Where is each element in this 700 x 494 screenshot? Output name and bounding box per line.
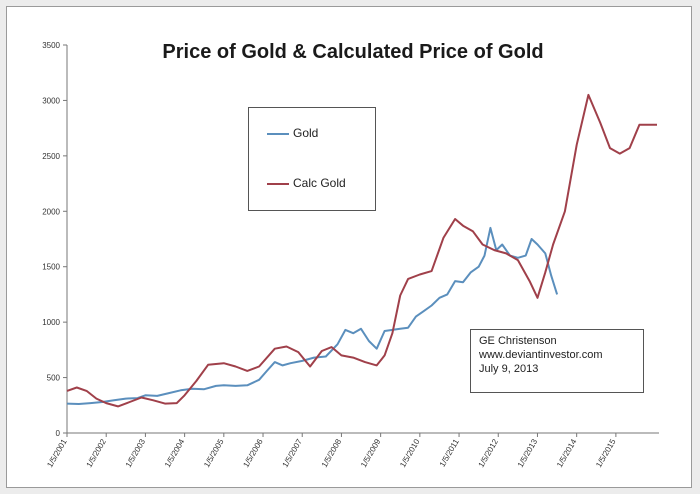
x-tick-label: 1/5/2004 xyxy=(163,437,187,469)
x-tick-label: 1/5/2005 xyxy=(202,437,226,469)
series-line-gold xyxy=(66,226,559,405)
annotation-date: July 9, 2013 xyxy=(479,363,539,375)
annotation-website: www.deviantinvestor.com xyxy=(479,349,603,361)
chart-title: Price of Gold & Calculated Price of Gold xyxy=(162,41,544,63)
x-tick-label: 1/5/2009 xyxy=(359,437,383,469)
legend-item-gold: Gold xyxy=(267,126,318,140)
legend-label-calc-gold: Calc Gold xyxy=(293,176,346,190)
legend-item-calc-gold: Calc Gold xyxy=(267,176,346,190)
chart-plot: 0 500 1000 1500 2000 2500 3000 3500 1/5/2001 1/5… xyxy=(42,41,659,469)
series-line-calc-gold xyxy=(66,93,657,408)
x-tick-label: 1/5/2008 xyxy=(320,437,344,469)
x-tick-label: 1/5/2014 xyxy=(555,437,579,469)
legend-label-gold: Gold xyxy=(293,126,319,140)
x-tick-label: 1/5/2002 xyxy=(85,437,109,469)
x-tick-label: 1/5/2010 xyxy=(398,437,422,469)
annotation-author: GE Christenson xyxy=(479,335,557,347)
y-tick-label: 2000 xyxy=(42,207,60,216)
x-tick-label: 1/5/2003 xyxy=(124,437,148,469)
y-tick-label: 0 xyxy=(56,429,61,438)
y-tick-label: 2500 xyxy=(42,152,60,161)
chart-frame: 0 500 1000 1500 2000 2500 3000 3500 1/5/2001 1/5… xyxy=(6,6,692,488)
y-tick-label: 1000 xyxy=(42,318,60,327)
y-tick-label: 3500 xyxy=(42,41,60,50)
x-tick-label: 1/5/2015 xyxy=(594,437,618,469)
x-tick-label: 1/5/2011 xyxy=(438,437,461,468)
author-annotation: GE Christenson www.deviantinvestor.com J… xyxy=(470,329,644,393)
legend: Gold Calc Gold xyxy=(248,107,376,211)
y-tick-label: 3000 xyxy=(42,96,60,105)
y-tick-label: 500 xyxy=(47,374,61,383)
x-tick-label: 1/5/2012 xyxy=(477,437,501,469)
y-tick-label: 1500 xyxy=(42,263,60,272)
x-tick-label: 1/5/2006 xyxy=(241,437,265,469)
x-tick-label: 1/5/2001 xyxy=(45,437,69,469)
legend-swatch-gold xyxy=(267,132,289,135)
legend-swatch-calc-gold xyxy=(267,182,289,185)
x-tick-label: 1/5/2007 xyxy=(281,437,305,469)
x-tick-label: 1/5/2013 xyxy=(516,437,540,469)
